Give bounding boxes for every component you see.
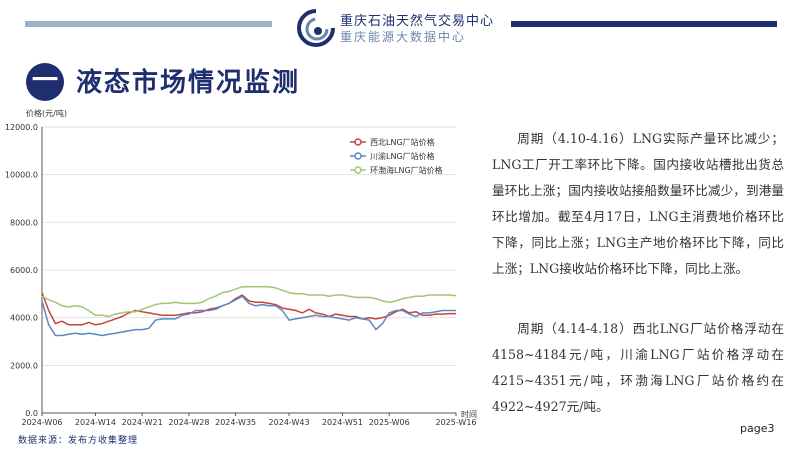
legend-swatch-marker xyxy=(354,166,362,174)
y-tick-label: 8000.0 xyxy=(10,218,38,227)
y-tick-label: 6000.0 xyxy=(10,266,38,275)
page-number: page3 xyxy=(740,422,775,435)
x-tick-label: 2024-W43 xyxy=(269,418,310,427)
series-line-3 xyxy=(41,285,457,318)
section-number: 一 xyxy=(26,63,64,101)
header-right-bar xyxy=(511,21,777,27)
summary-paragraph-1: 周期（4.10-4.16）LNG实际产量环比减少；LNG工厂开工率环比下降。国内… xyxy=(492,131,784,276)
y-tick-label: 10000.0 xyxy=(5,171,38,180)
series-line-2 xyxy=(41,295,456,337)
x-tick-label: 2024-W06 xyxy=(21,418,62,427)
x-tick-label: 2024-W14 xyxy=(75,418,116,427)
x-tick-label: 2024-W35 xyxy=(215,418,256,427)
header-left-bar xyxy=(25,21,272,27)
legend-label: 环渤海LNG厂站价格 xyxy=(370,165,443,175)
legend-swatch-marker xyxy=(354,138,362,146)
x-tick-label: 2024-W28 xyxy=(168,418,209,427)
section-title: 液态市场情况监测 xyxy=(76,68,301,98)
legend-label: 川渝LNG厂站价格 xyxy=(370,151,435,161)
legend-label: 西北LNG厂站价格 xyxy=(370,137,435,147)
brand-name: 重庆石油天然气交易中心 xyxy=(340,14,495,29)
lng-price-chart: 价格(元/吨) 时间 0.0 2000.0 4000.0 6000.0 8000.0 10… xyxy=(5,108,477,427)
y-tick-label: 0.0 xyxy=(25,409,38,418)
y-tick-label: 2000.0 xyxy=(10,361,38,370)
x-tick-label: 2025-W16 xyxy=(435,418,476,427)
legend-swatch-marker xyxy=(354,152,362,160)
x-axis-label: 时间 xyxy=(461,409,477,419)
y-axis-label: 价格(元/吨) xyxy=(26,108,67,118)
y-tick-label: 4000.0 xyxy=(10,314,38,323)
y-tick-label: 12000.0 xyxy=(5,123,38,132)
data-source-note: 数据来源：发布方收集整理 xyxy=(18,436,139,446)
series-line-1 xyxy=(41,292,456,326)
brand-subtitle: 重庆能源大数据中心 xyxy=(340,30,467,44)
x-tick-label: 2025-W06 xyxy=(369,418,410,427)
summary-paragraph-2: 周期（4.14-4.18）西北LNG厂站价格浮动在4158~4184元/吨，川渝… xyxy=(492,321,784,414)
swirl-logo-icon xyxy=(297,9,335,47)
x-tick-label: 2024-W51 xyxy=(322,418,363,427)
x-tick-label: 2024-W21 xyxy=(122,418,163,427)
